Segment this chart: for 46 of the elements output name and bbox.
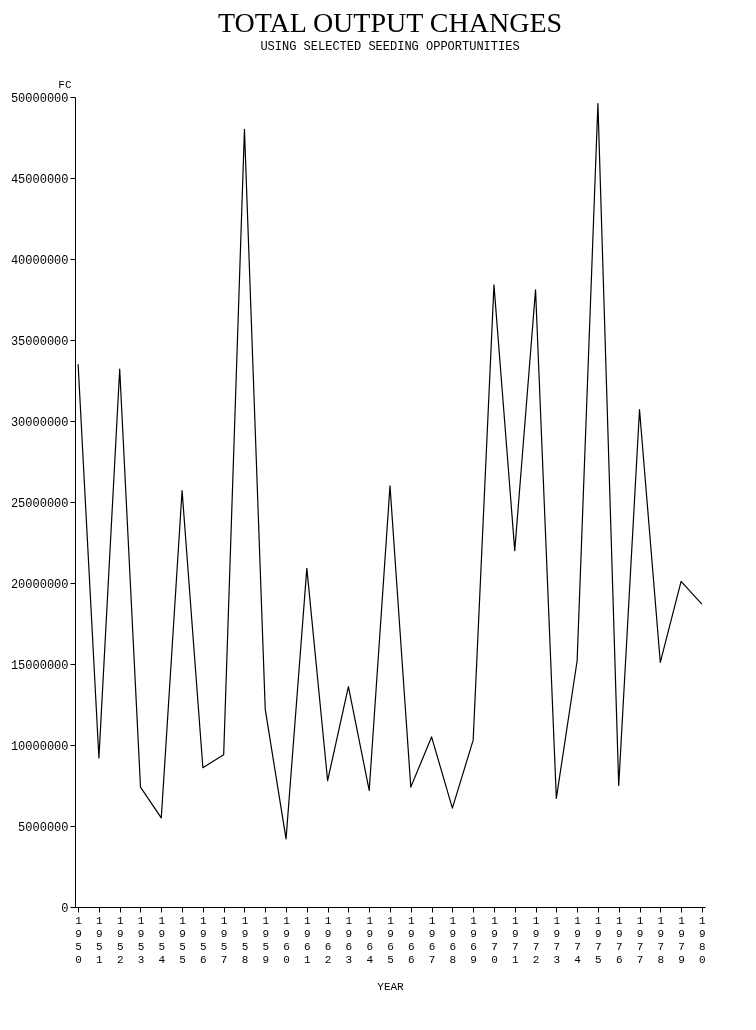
x-tick-label: 1958 — [241, 914, 249, 966]
x-tick-label: 1954 — [158, 914, 166, 966]
y-tick-label: 0 — [61, 901, 69, 916]
x-tick-label: 1961 — [304, 914, 312, 966]
y-tick-label: 45000000 — [10, 172, 69, 187]
x-tick-label: 1953 — [137, 914, 145, 966]
y-axis-title: FC — [58, 78, 72, 91]
x-tick-label: 1962 — [324, 914, 332, 966]
x-tick-label: 1977 — [636, 914, 644, 966]
x-tick-label: 1959 — [262, 914, 270, 966]
y-tick-label: 5000000 — [18, 820, 69, 835]
x-tick-label: 1976 — [615, 914, 623, 966]
y-tick-label: 40000000 — [10, 253, 69, 268]
y-tick-label: 35000000 — [10, 334, 69, 349]
chart-title: TOTAL OUTPUT CHANGES — [217, 7, 563, 38]
y-tick-label: 30000000 — [10, 415, 69, 430]
x-tick-label: 1956 — [200, 914, 208, 966]
x-tick-label: 1980 — [699, 914, 707, 966]
x-tick-label: 1960 — [283, 914, 291, 966]
x-tick-label: 1979 — [678, 914, 686, 966]
x-tick-label: 1952 — [116, 914, 124, 966]
x-tick-label: 1974 — [574, 914, 582, 966]
x-tick-label: 1975 — [595, 914, 603, 966]
x-tick-label: 1965 — [387, 914, 395, 966]
y-tick-label: 10000000 — [10, 739, 69, 754]
x-tick-label: 1950 — [75, 914, 83, 966]
y-tick-label: 25000000 — [10, 496, 69, 511]
x-tick-label: 1968 — [449, 914, 457, 966]
x-tick-label: 1957 — [220, 914, 228, 966]
x-tick-label: 1951 — [96, 914, 104, 966]
x-tick-label: 1969 — [470, 914, 478, 966]
chart-subtitle: USING SELECTED SEEDING OPPORTUNITIES — [260, 40, 520, 54]
x-tick-label: 1972 — [532, 914, 540, 966]
x-axis-title: YEAR — [377, 980, 405, 993]
y-tick-label: 15000000 — [10, 658, 69, 673]
x-tick-label: 1964 — [366, 914, 374, 966]
x-tick-label: 1955 — [179, 914, 187, 966]
x-tick-label: 1973 — [553, 914, 561, 966]
y-tick-label: 20000000 — [10, 577, 69, 592]
x-tick-label: 1963 — [345, 914, 353, 966]
x-tick-label: 1966 — [407, 914, 415, 966]
x-tick-label: 1970 — [491, 914, 499, 966]
x-tick-label: 1971 — [511, 914, 519, 966]
y-tick-label: 50000000 — [10, 91, 69, 106]
x-tick-label: 1967 — [428, 914, 436, 966]
x-tick-label: 1978 — [657, 914, 665, 966]
